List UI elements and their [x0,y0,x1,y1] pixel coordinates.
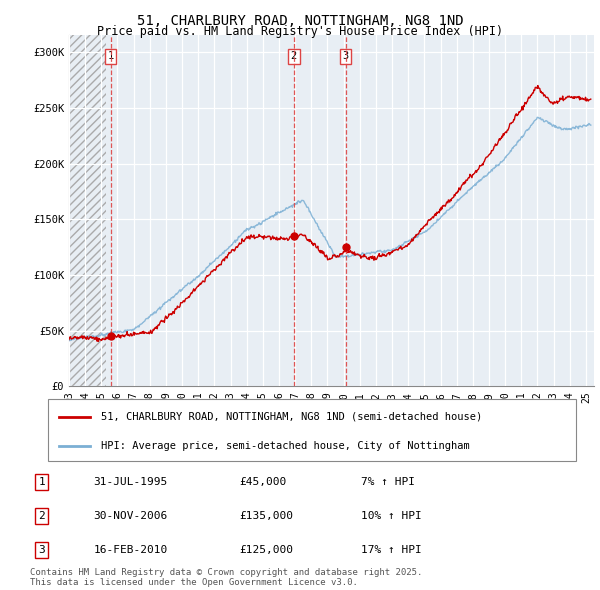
Text: 16-FEB-2010: 16-FEB-2010 [94,545,168,555]
Text: 2: 2 [291,51,297,61]
Text: 7% ↑ HPI: 7% ↑ HPI [361,477,415,487]
Text: £45,000: £45,000 [240,477,287,487]
FancyBboxPatch shape [48,399,576,461]
Text: £125,000: £125,000 [240,545,294,555]
Text: HPI: Average price, semi-detached house, City of Nottingham: HPI: Average price, semi-detached house,… [101,441,470,451]
Text: 1: 1 [107,51,114,61]
Text: Price paid vs. HM Land Registry's House Price Index (HPI): Price paid vs. HM Land Registry's House … [97,25,503,38]
Text: 17% ↑ HPI: 17% ↑ HPI [361,545,422,555]
Text: 10% ↑ HPI: 10% ↑ HPI [361,512,422,521]
Text: 3: 3 [38,545,45,555]
Text: 1: 1 [38,477,45,487]
Bar [69,35,106,386]
Text: 30-NOV-2006: 30-NOV-2006 [94,512,168,521]
Text: Contains HM Land Registry data © Crown copyright and database right 2025.
This d: Contains HM Land Registry data © Crown c… [30,568,422,587]
Text: 31-JUL-1995: 31-JUL-1995 [94,477,168,487]
Text: 2: 2 [38,512,45,521]
Text: 51, CHARLBURY ROAD, NOTTINGHAM, NG8 1ND: 51, CHARLBURY ROAD, NOTTINGHAM, NG8 1ND [137,14,463,28]
Text: £135,000: £135,000 [240,512,294,521]
Text: 3: 3 [343,51,349,61]
Text: 51, CHARLBURY ROAD, NOTTINGHAM, NG8 1ND (semi-detached house): 51, CHARLBURY ROAD, NOTTINGHAM, NG8 1ND … [101,412,482,422]
